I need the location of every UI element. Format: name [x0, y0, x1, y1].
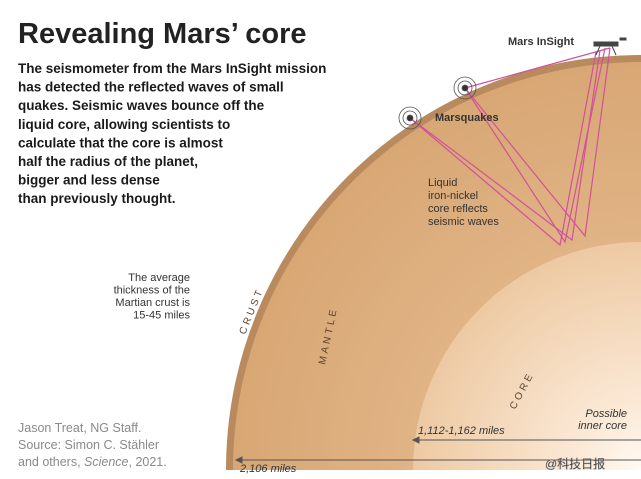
text-line: bigger and less dense — [18, 173, 160, 188]
credit: Jason Treat, NG Staff. — [18, 421, 141, 435]
credit: and others, Science, 2021. — [18, 455, 167, 469]
seismic-waves — [409, 47, 611, 247]
text-line: quakes. Seismic waves bounce off the — [18, 98, 265, 113]
credit: Source: Simon C. Stähler — [18, 438, 159, 452]
credit: Science — [84, 455, 129, 469]
insight-label: Mars InSight — [508, 36, 574, 48]
text-line: Possible — [585, 408, 627, 420]
text-line: calculate that the core is almost — [18, 135, 223, 150]
text-line: seismic waves — [428, 216, 499, 228]
text-line: The average — [128, 272, 190, 284]
text-line: The seismometer from the Mars InSight mi… — [18, 61, 326, 76]
mars-radius: 2,106 miles — [239, 463, 297, 475]
text-line: 15-45 miles — [133, 310, 190, 322]
text-line: iron-nickel — [428, 190, 478, 202]
text-line: Liquid — [428, 177, 457, 189]
text-line: liquid core, allowing scientists to — [18, 117, 230, 132]
credit: , 2021. — [129, 455, 167, 469]
title: Revealing Mars’ core — [18, 18, 307, 50]
quake-rings — [398, 76, 477, 130]
text-line: has detected the reflected waves of smal… — [18, 80, 284, 95]
text-line: half the radius of the planet, — [18, 154, 198, 169]
watermark: @科技日报 — [545, 456, 605, 471]
lander-icon — [593, 37, 627, 56]
core-radius: 1,112-1,162 miles — [418, 425, 505, 437]
text-line: core reflects — [428, 203, 488, 215]
distance-lines — [234, 436, 641, 464]
credit: and others, — [18, 455, 84, 469]
text-line: inner core — [578, 420, 627, 432]
marsquakes-label: Marsquakes — [435, 112, 499, 124]
text-line: thickness of the — [114, 285, 190, 297]
description: The seismometer from the Mars InSight mi… — [18, 61, 326, 206]
text-line: than previously thought. — [18, 191, 176, 206]
core — [413, 242, 641, 470]
text-line: Martian crust is — [115, 297, 190, 309]
